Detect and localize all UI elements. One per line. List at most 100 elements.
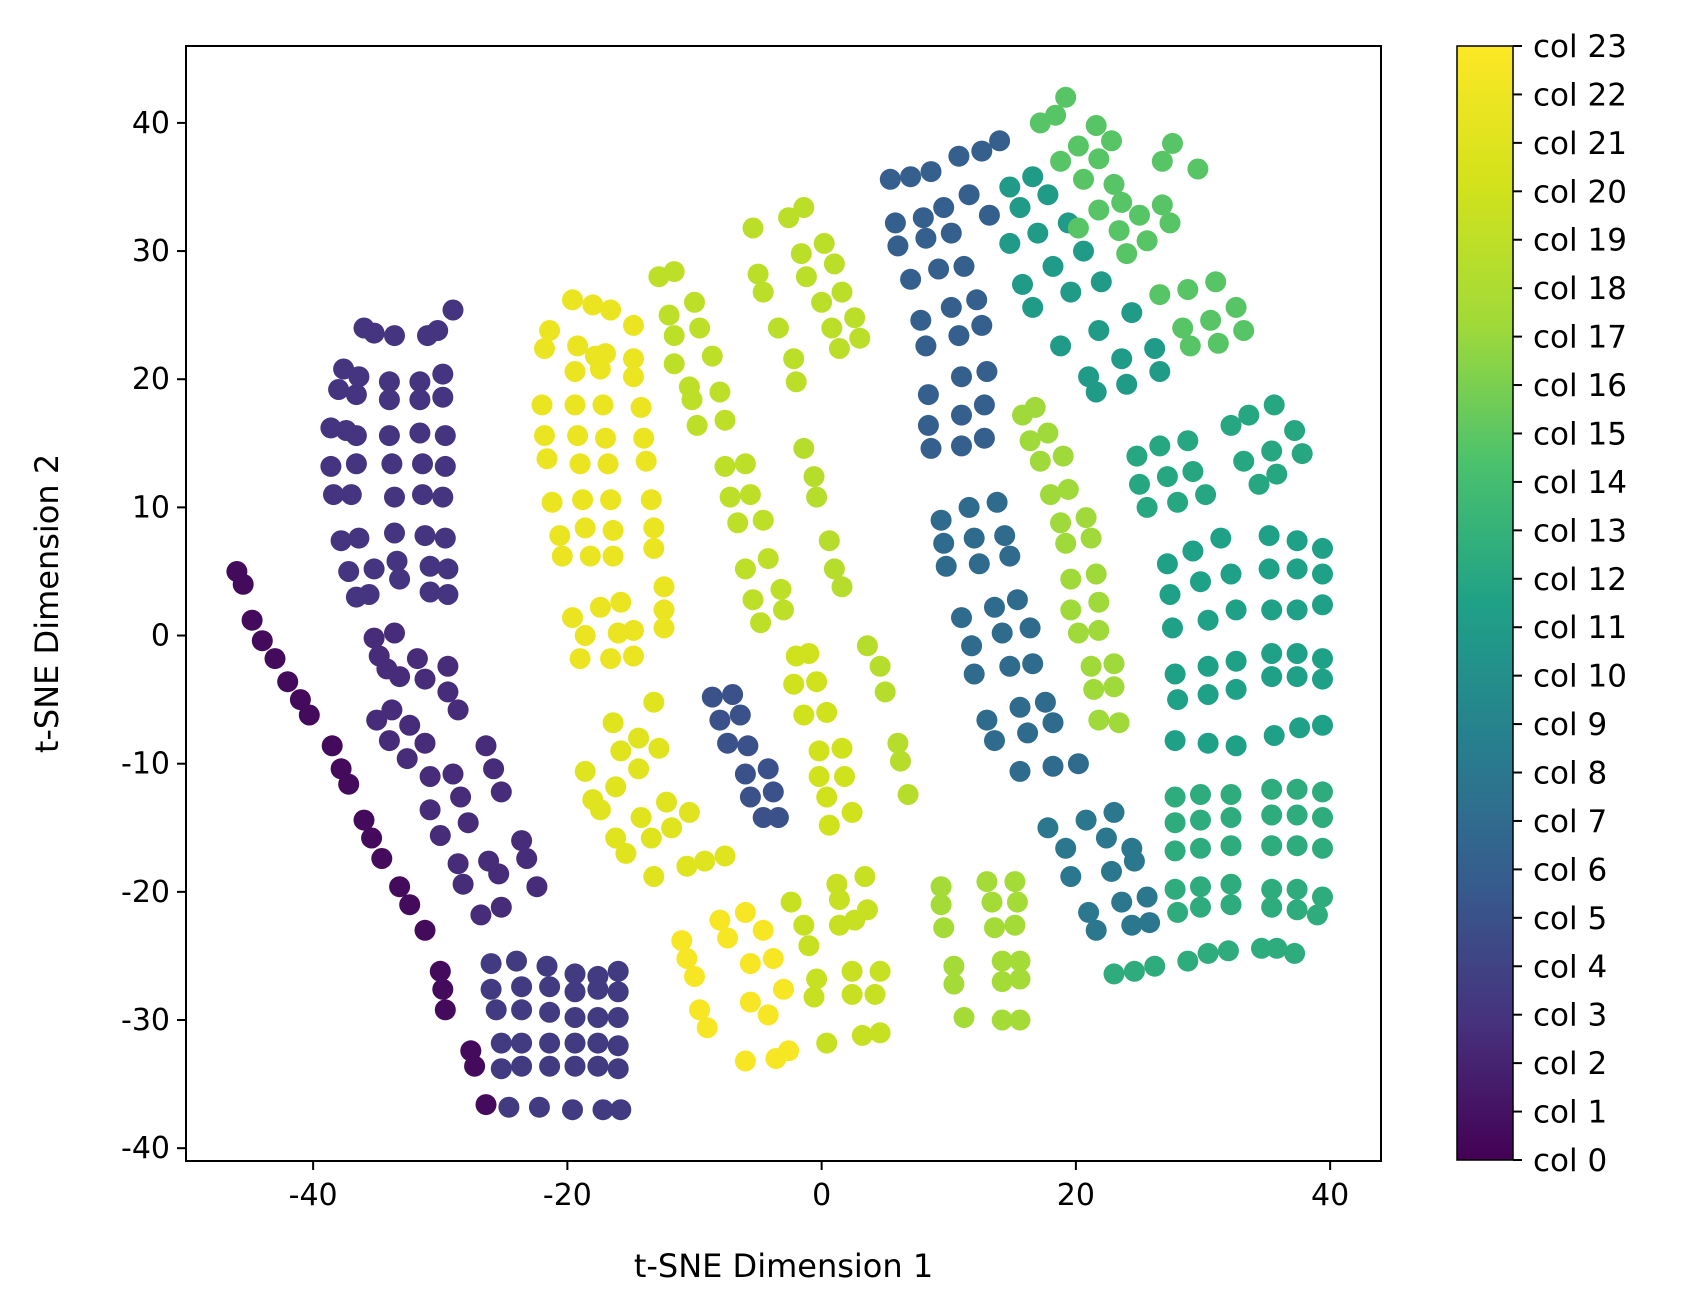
x-tick-label: -40 (289, 1178, 338, 1213)
data-point (729, 704, 751, 726)
data-point (1177, 279, 1199, 300)
data-point (1103, 173, 1125, 195)
data-point (828, 338, 850, 359)
data-point (1182, 540, 1204, 562)
data-point (734, 901, 756, 923)
data-point (1225, 650, 1247, 672)
data-point (378, 371, 400, 393)
data-point (783, 348, 805, 370)
data-point (511, 976, 533, 998)
data-point (671, 930, 693, 952)
data-point (615, 842, 637, 864)
data-point (488, 863, 510, 885)
y-tick-label: 20 (132, 362, 170, 397)
data-point (539, 1055, 561, 1077)
data-point (1088, 709, 1110, 731)
data-point (1220, 835, 1242, 857)
data-point (511, 999, 533, 1021)
data-point (1312, 563, 1333, 585)
data-point (1190, 876, 1211, 898)
data-point (948, 325, 970, 347)
data-point (958, 184, 980, 206)
data-point (564, 1055, 586, 1077)
data-point (915, 335, 937, 357)
data-point (630, 807, 652, 828)
colorbar-label: col 23 (1533, 29, 1627, 65)
data-point (1225, 599, 1247, 621)
data-point (1261, 440, 1283, 462)
data-point (605, 827, 627, 849)
colorbar-label: col 3 (1533, 998, 1607, 1034)
data-point (1029, 450, 1051, 472)
data-point (1042, 255, 1064, 277)
data-point (981, 891, 1003, 913)
data-point (1197, 732, 1219, 754)
data-point (1233, 450, 1255, 472)
data-point (1078, 901, 1100, 923)
data-point (1263, 725, 1285, 746)
data-point (678, 801, 700, 823)
data-point (831, 576, 853, 598)
data-point (386, 550, 408, 572)
data-point (793, 704, 815, 726)
data-point (1075, 809, 1097, 831)
x-tick-label: -20 (543, 1178, 592, 1213)
data-point (701, 345, 723, 367)
data-point (1006, 891, 1028, 913)
data-point (1111, 348, 1133, 370)
data-point (378, 425, 400, 447)
data-point (1111, 191, 1133, 213)
data-point (534, 338, 555, 359)
data-point (717, 732, 739, 754)
data-point (648, 737, 670, 759)
data-point (490, 896, 512, 918)
data-point (841, 960, 863, 982)
data-point (869, 960, 891, 982)
data-point (653, 576, 675, 598)
data-point (1151, 194, 1173, 216)
data-point (1225, 735, 1247, 757)
data-point (1164, 663, 1186, 685)
data-point (943, 973, 965, 995)
data-point (1022, 166, 1044, 188)
data-point (841, 801, 863, 823)
data-point (1116, 373, 1138, 395)
data-point (963, 663, 985, 685)
data-point (321, 735, 343, 757)
data-point (1103, 963, 1125, 985)
data-point (434, 455, 456, 477)
data-point (1251, 937, 1272, 959)
y-axis-label: t-SNE Dimension 2 (28, 454, 66, 753)
data-point (623, 348, 644, 370)
data-point (409, 422, 431, 444)
plot-frame (185, 45, 1382, 1162)
data-point (447, 853, 469, 875)
data-point (994, 525, 1016, 547)
data-point (656, 791, 677, 813)
data-point (534, 425, 555, 447)
data-point (340, 484, 362, 506)
data-point (1052, 445, 1074, 467)
data-point (1136, 230, 1158, 252)
data-point (653, 599, 675, 621)
data-point (1083, 678, 1105, 700)
colorbar-label: col 13 (1533, 513, 1627, 549)
data-point (1060, 568, 1082, 590)
data-point (1312, 537, 1333, 559)
data-point (1009, 197, 1031, 218)
data-point (1103, 653, 1125, 675)
data-point (1162, 617, 1183, 639)
data-point (841, 983, 863, 1005)
data-point (562, 289, 583, 311)
data-point (470, 904, 492, 926)
data-point (1312, 594, 1333, 616)
data-point (739, 484, 761, 506)
data-point (991, 1009, 1013, 1031)
data-point (589, 799, 611, 821)
data-point (1261, 666, 1283, 688)
data-point (780, 891, 802, 913)
data-point (1126, 445, 1148, 467)
data-point (803, 986, 825, 1008)
data-point (587, 978, 609, 1000)
data-point (251, 630, 273, 652)
